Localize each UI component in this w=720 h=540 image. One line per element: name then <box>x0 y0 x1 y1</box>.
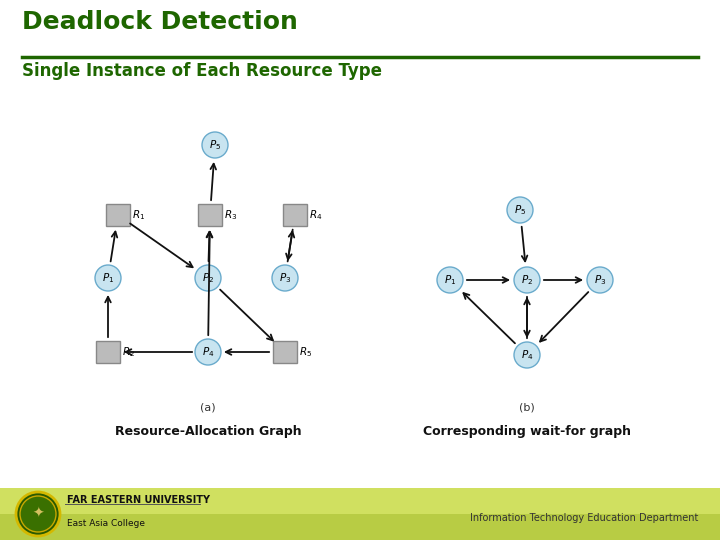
Text: $P_1$: $P_1$ <box>444 273 456 287</box>
Text: $R_2$: $R_2$ <box>122 345 135 359</box>
Text: $P_1$: $P_1$ <box>102 271 114 285</box>
Circle shape <box>272 265 298 291</box>
Circle shape <box>437 267 463 293</box>
Bar <box>106 204 130 226</box>
Circle shape <box>20 496 56 532</box>
Text: $P_4$: $P_4$ <box>521 348 534 362</box>
Text: $P_5$: $P_5$ <box>209 138 221 152</box>
Bar <box>198 204 222 226</box>
Circle shape <box>195 339 221 365</box>
Bar <box>96 341 120 363</box>
Circle shape <box>16 492 60 536</box>
Text: $P_2$: $P_2$ <box>521 273 533 287</box>
Text: $P_3$: $P_3$ <box>594 273 606 287</box>
Text: ✦: ✦ <box>32 507 44 521</box>
Text: Single Instance of Each Resource Type: Single Instance of Each Resource Type <box>22 62 382 80</box>
Circle shape <box>202 132 228 158</box>
Bar <box>0 488 720 514</box>
Circle shape <box>587 267 613 293</box>
Circle shape <box>195 265 221 291</box>
Text: Deadlock Detection: Deadlock Detection <box>22 10 298 34</box>
Text: $P_2$: $P_2$ <box>202 271 214 285</box>
Text: Resource-Allocation Graph: Resource-Allocation Graph <box>114 425 301 438</box>
Text: East Asia College: East Asia College <box>67 519 145 529</box>
Text: Corresponding wait-for graph: Corresponding wait-for graph <box>423 425 631 438</box>
Text: $R_4$: $R_4$ <box>309 208 323 222</box>
Bar <box>0 488 720 540</box>
Circle shape <box>514 342 540 368</box>
Text: $R_5$: $R_5$ <box>299 345 312 359</box>
Circle shape <box>507 197 533 223</box>
Bar <box>273 341 297 363</box>
Text: (b): (b) <box>519 403 535 413</box>
Text: $P_4$: $P_4$ <box>202 345 215 359</box>
Bar <box>283 204 307 226</box>
Text: $R_1$: $R_1$ <box>132 208 145 222</box>
Circle shape <box>514 267 540 293</box>
Text: Information Technology Education Department: Information Technology Education Departm… <box>469 513 698 523</box>
Text: $P_5$: $P_5$ <box>514 203 526 217</box>
Text: FAR EASTERN UNIVERSITY: FAR EASTERN UNIVERSITY <box>67 495 210 505</box>
Circle shape <box>95 265 121 291</box>
Text: $R_3$: $R_3$ <box>224 208 238 222</box>
Text: $P_3$: $P_3$ <box>279 271 291 285</box>
Text: (a): (a) <box>200 403 216 413</box>
